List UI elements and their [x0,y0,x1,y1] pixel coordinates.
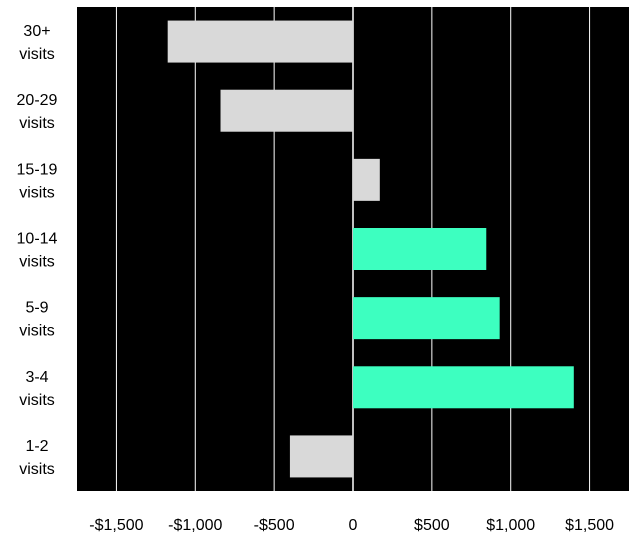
category-label-4-line-1: visits [19,323,55,340]
category-label-1-line-1: visits [19,115,55,132]
category-label-3-line-0: 10-14 [17,231,58,248]
category-label-6-line-1: visits [19,461,55,478]
x-tick-label-2: -$500 [254,517,295,534]
bar-2 [353,158,380,201]
bar-0 [167,20,353,63]
category-label-6-line-0: 1-2 [25,438,48,455]
bar-1 [220,89,353,132]
category-label-4-line-0: 5-9 [25,300,48,317]
category-label-2-line-1: visits [19,184,55,201]
x-axis-tick-labels: -$1,500 -$1,000 -$500 0 $500 $1,000 $1,500 [89,517,614,534]
x-tick-label-0: -$1,500 [89,517,143,534]
category-label-1-line-0: 20-29 [17,92,58,109]
bars [167,20,574,478]
x-tick-label-4: $500 [414,517,450,534]
category-labels: 30+ visits 20-29 visits 15-19 visits 10-14 visi… [17,23,58,478]
bar-4 [353,297,500,340]
category-label-5-line-1: visits [19,392,55,409]
bar-6 [289,435,353,478]
bar-5 [353,366,574,409]
x-tick-label-3: 0 [349,517,358,534]
category-label-2-line-0: 15-19 [17,161,58,178]
category-label-3-line-1: visits [19,254,55,271]
category-label-0-line-0: 30+ [23,23,50,40]
category-label-5-line-0: 3-4 [25,369,48,386]
bar-3 [353,228,487,270]
category-label-0-line-1: visits [19,46,55,63]
x-tick-label-6: $1,500 [565,517,614,534]
x-tick-label-5: $1,000 [486,517,535,534]
x-tick-label-1: -$1,000 [168,517,222,534]
